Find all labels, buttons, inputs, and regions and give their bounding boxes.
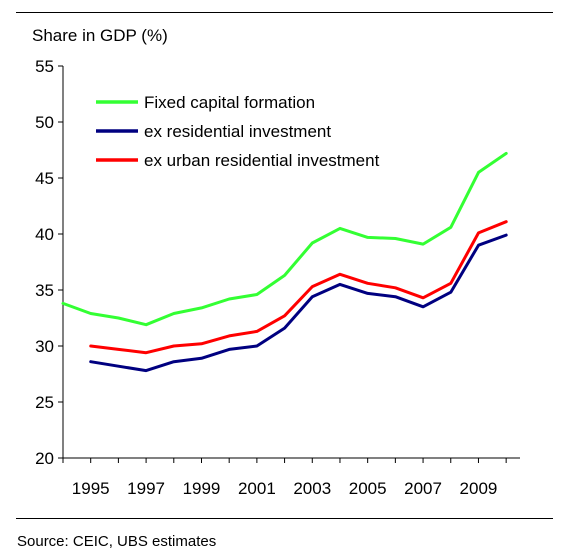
x-tick-label: 2007 (404, 479, 442, 498)
top-rule (16, 12, 553, 13)
source-note: Source: CEIC, UBS estimates (17, 533, 217, 550)
y-tick-label: 35 (35, 281, 54, 300)
y-tick-label: 55 (35, 57, 54, 76)
x-tick-label: 2005 (349, 479, 387, 498)
legend-label-3: ex urban residential investment (144, 151, 380, 170)
y-tick-label: 40 (35, 225, 54, 244)
y-tick-label: 30 (35, 337, 54, 356)
series-line-1 (61, 151, 508, 327)
series-line-2 (89, 233, 508, 373)
x-tick-label: 1999 (183, 479, 221, 498)
x-tick-label: 1997 (127, 479, 165, 498)
line-chart: 20 25 30 35 40 45 50 55 1995 1997 1999 2001 2003 2005… (35, 57, 520, 498)
y-axis-label: Share in GDP (%) (32, 26, 168, 45)
legend-label-1: Fixed capital formation (144, 93, 315, 112)
series-line-3 (89, 220, 508, 355)
y-tick-label: 20 (35, 449, 54, 468)
x-tick-label: 1995 (72, 479, 110, 498)
y-tick-label: 25 (35, 393, 54, 412)
legend-label-2: ex residential investment (144, 122, 331, 141)
y-tick-label: 50 (35, 113, 54, 132)
x-tick-label: 2001 (238, 479, 276, 498)
x-tick-label: 2003 (293, 479, 331, 498)
bottom-rule (16, 518, 553, 519)
x-tick-label: 2009 (460, 479, 498, 498)
y-tick-label: 45 (35, 169, 54, 188)
